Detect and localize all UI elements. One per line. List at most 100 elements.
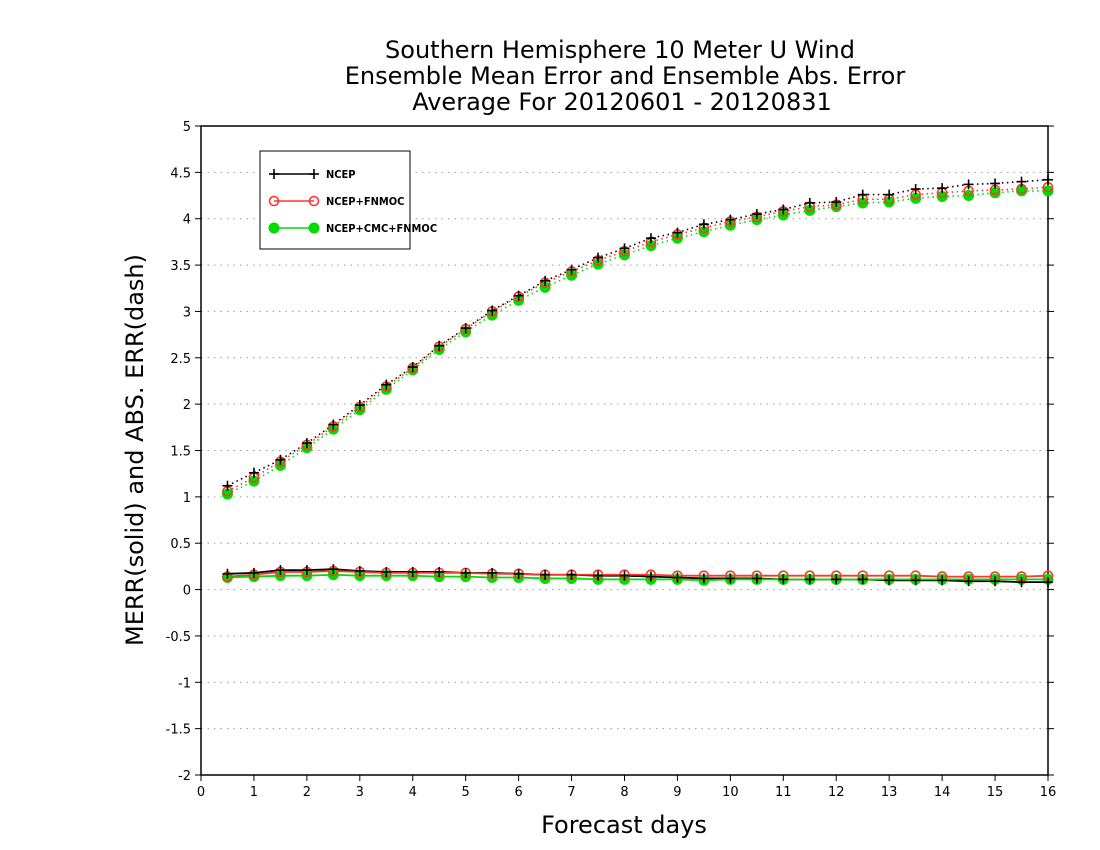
abs-error-line-NCEP <box>227 178 1049 487</box>
legend-swatch-marker <box>268 195 280 207</box>
legend-label: NCEP+FNMOC <box>326 195 404 208</box>
legend-swatch-marker <box>309 169 319 179</box>
abs-error-point <box>407 362 418 373</box>
mean-error-point <box>275 565 286 576</box>
y-tick-label: 3 <box>183 305 191 320</box>
abs-error-point <box>593 252 604 263</box>
y-tick-label: 2.5 <box>170 352 191 367</box>
y-tick-label: -0.5 <box>166 630 191 645</box>
abs-error-point <box>513 290 524 301</box>
mean-error-point <box>328 564 339 575</box>
title-line-2: Ensemble Mean Error and Ensemble Abs. Er… <box>345 62 906 90</box>
mean-error-point <box>354 566 365 577</box>
abs-error-point <box>434 340 445 351</box>
x-tick-label: 12 <box>828 785 845 800</box>
mean-error-point <box>1016 577 1027 588</box>
abs-error-point <box>778 204 789 215</box>
abs-error-point <box>460 323 471 334</box>
mean-error-point <box>725 573 736 584</box>
x-tick-label: 13 <box>881 785 898 800</box>
abs-error-point <box>725 214 736 225</box>
legend-swatch-marker <box>308 195 320 207</box>
mean-error-point <box>248 567 259 578</box>
abs-error-point <box>884 189 895 200</box>
mean-error-point <box>884 575 895 586</box>
mean-error-point <box>513 568 524 579</box>
abs-error-point <box>1043 174 1053 185</box>
abs-error-point <box>222 480 233 491</box>
grid <box>201 171 1048 730</box>
x-tick-label: 4 <box>409 785 417 800</box>
abs-error-point <box>804 197 815 208</box>
x-tick-label: 5 <box>462 785 470 800</box>
abs-error-point <box>751 209 762 220</box>
chart-title: Southern Hemisphere 10 Meter U Wind Ense… <box>345 36 906 116</box>
y-tick-label: 4 <box>183 213 191 228</box>
abs-error-point <box>566 264 577 275</box>
mean-error-point <box>619 570 630 581</box>
abs-error-point <box>672 227 683 238</box>
title-line-3: Average For 20120601 - 20120831 <box>412 88 832 116</box>
y-tick-label: 0.5 <box>170 537 191 552</box>
y-tick-label: 1 <box>183 491 191 506</box>
y-tick-label: -1.5 <box>166 723 191 738</box>
mean-error-point <box>540 569 551 580</box>
x-tick-label: 15 <box>987 785 1004 800</box>
abs-error-point <box>910 184 921 195</box>
mean-error-point <box>910 575 921 586</box>
mean-error-point <box>778 574 789 585</box>
y-tick-label: 3.5 <box>170 259 191 274</box>
y-tick-label: 0 <box>183 584 191 599</box>
y-tick-label: 1.5 <box>170 445 191 460</box>
mean-error-point <box>301 565 312 576</box>
abs-error-point <box>619 243 630 254</box>
abs-error-point <box>963 179 974 190</box>
abs-error-point <box>698 219 709 230</box>
axes: 54.543.532.521.510.50-0.5-1-1.5-20 1 2 3 4 5 6… <box>166 120 1057 800</box>
abs-error-point <box>937 183 948 194</box>
mean-error-point <box>593 570 604 581</box>
mean-error-point <box>751 573 762 584</box>
legend-box <box>259 150 411 250</box>
x-tick-label: 16 <box>1040 785 1057 800</box>
x-tick-label: 7 <box>567 785 575 800</box>
mean-error-point <box>381 566 392 577</box>
x-axis-title: Forecast days <box>541 811 707 839</box>
mean-error-point <box>566 569 577 580</box>
abs-error-point <box>328 419 339 430</box>
mean-error-point <box>645 571 656 582</box>
abs-error-point <box>540 275 551 286</box>
x-tick-label: 0 <box>197 785 205 800</box>
y-tick-label: -1 <box>178 676 191 691</box>
mean-error-point <box>963 576 974 587</box>
y-tick-label: 2 <box>183 398 191 413</box>
abs-error-point <box>381 379 392 390</box>
mean-error-point <box>487 567 498 578</box>
legend-swatch-marker <box>269 169 279 179</box>
x-tick-label: 10 <box>722 785 739 800</box>
x-tick-label: 8 <box>620 785 628 800</box>
mean-error-point <box>460 567 471 578</box>
x-tick-label: 1 <box>250 785 258 800</box>
legend-label: NCEP+CMC+FNMOC <box>326 222 437 235</box>
abs-error-point <box>1016 176 1027 187</box>
title-line-1: Southern Hemisphere 10 Meter U Wind <box>385 36 855 64</box>
mean-error-point <box>434 566 445 577</box>
legend-swatch-marker <box>268 222 280 234</box>
abs-error-point <box>857 189 868 200</box>
series-layer <box>221 174 1054 588</box>
abs-error-point <box>248 467 259 478</box>
legend-swatch-marker <box>308 222 320 234</box>
y-tick-label: 5 <box>183 120 191 135</box>
abs-error-point <box>487 305 498 316</box>
mean-error-point <box>222 568 233 579</box>
abs-error-point <box>831 197 842 208</box>
x-tick-label: 11 <box>775 785 792 800</box>
abs-error-point <box>354 400 365 411</box>
abs-error-point <box>990 178 1001 189</box>
x-tick-label: 14 <box>934 785 951 800</box>
legend-label: NCEP <box>326 168 356 181</box>
mean-error-point <box>857 574 868 585</box>
y-axis-title: MERR(solid) and ABS. ERR(dash) <box>121 254 149 646</box>
